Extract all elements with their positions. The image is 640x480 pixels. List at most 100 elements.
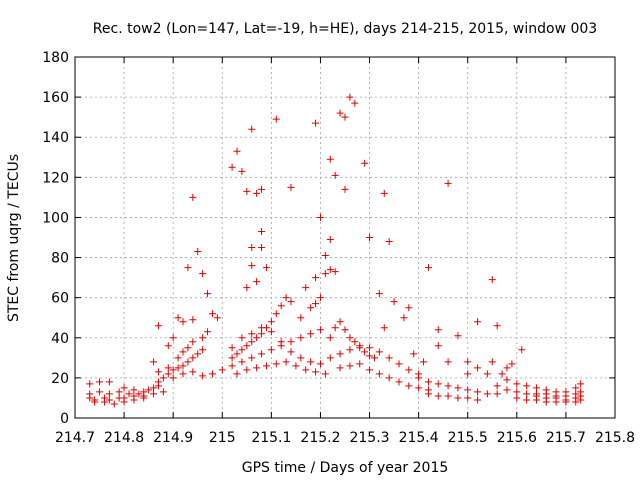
data-point [326, 236, 334, 244]
data-point [145, 386, 153, 394]
data-point [272, 115, 280, 123]
data-point [321, 270, 329, 278]
data-point [434, 380, 442, 388]
data-point [282, 358, 290, 366]
data-point [248, 354, 256, 362]
data-point [434, 326, 442, 334]
data-point [316, 360, 324, 368]
x-tick-label: 215.4 [399, 430, 439, 446]
data-point [523, 396, 531, 404]
data-point [272, 360, 280, 368]
data-point [248, 125, 256, 133]
data-point [194, 248, 202, 256]
data-point [307, 330, 315, 338]
x-tick-label: 215.5 [448, 430, 488, 446]
data-point [321, 252, 329, 260]
data-point [341, 185, 349, 193]
data-point [243, 284, 251, 292]
data-point [336, 364, 344, 372]
data-point [415, 384, 423, 392]
data-point [189, 354, 197, 362]
data-point [474, 364, 482, 372]
data-point [248, 338, 256, 346]
data-point [267, 318, 275, 326]
data-point [228, 362, 236, 370]
data-point [169, 366, 177, 374]
data-point [356, 360, 364, 368]
data-point [189, 316, 197, 324]
data-point [125, 390, 133, 398]
data-point [150, 384, 158, 392]
data-point [316, 326, 324, 334]
data-point [454, 384, 462, 392]
data-point [542, 398, 550, 406]
data-point [130, 396, 138, 404]
data-point [218, 366, 226, 374]
data-point [577, 388, 585, 396]
data-point [488, 276, 496, 284]
x-tick-label: 215.2 [300, 430, 340, 446]
data-point [96, 388, 104, 396]
data-point [120, 398, 128, 406]
data-point [415, 374, 423, 382]
data-point [189, 193, 197, 201]
data-point [307, 304, 315, 312]
data-point [336, 318, 344, 326]
data-point [164, 342, 172, 350]
data-point [287, 298, 295, 306]
data-point [253, 334, 261, 342]
data-point [204, 290, 212, 298]
data-point [292, 362, 300, 370]
data-point [86, 394, 94, 402]
x-tick-label: 215.6 [497, 430, 537, 446]
data-point [366, 344, 374, 352]
chart-title: Rec. tow2 (Lon=147, Lat=-19, h=HE), days… [93, 21, 597, 37]
data-point [562, 398, 570, 406]
data-point [361, 348, 369, 356]
data-point [405, 304, 413, 312]
data-point [169, 374, 177, 382]
data-point [194, 350, 202, 358]
data-point [346, 93, 354, 101]
data-point [503, 364, 511, 372]
data-point [503, 386, 511, 394]
data-point [228, 354, 236, 362]
data-point [434, 342, 442, 350]
data-point [532, 390, 540, 398]
data-point [326, 334, 334, 342]
data-point [150, 358, 158, 366]
data-point [267, 328, 275, 336]
data-point [302, 366, 310, 374]
data-point [233, 147, 241, 155]
data-point [532, 396, 540, 404]
data-point [410, 350, 418, 358]
data-point [208, 310, 216, 318]
data-point [361, 159, 369, 167]
data-point [523, 382, 531, 390]
data-point [179, 370, 187, 378]
data-point [312, 274, 320, 282]
data-point [444, 382, 452, 390]
data-point [316, 294, 324, 302]
data-point [233, 370, 241, 378]
data-point [390, 298, 398, 306]
x-tick-label: 215.7 [546, 430, 586, 446]
data-point [120, 384, 128, 392]
data-point [444, 179, 452, 187]
x-tick-label: 215.8 [595, 430, 635, 446]
data-point [346, 334, 354, 342]
data-point [405, 366, 413, 374]
data-point [199, 334, 207, 342]
data-point [518, 346, 526, 354]
data-point [513, 380, 521, 388]
data-point [385, 354, 393, 362]
data-point [159, 374, 167, 382]
data-point [420, 358, 428, 366]
data-point [154, 378, 162, 386]
data-point [272, 310, 280, 318]
data-point [258, 330, 266, 338]
data-point [169, 334, 177, 342]
data-point [307, 358, 315, 366]
data-point [262, 362, 270, 370]
data-point [243, 342, 251, 350]
